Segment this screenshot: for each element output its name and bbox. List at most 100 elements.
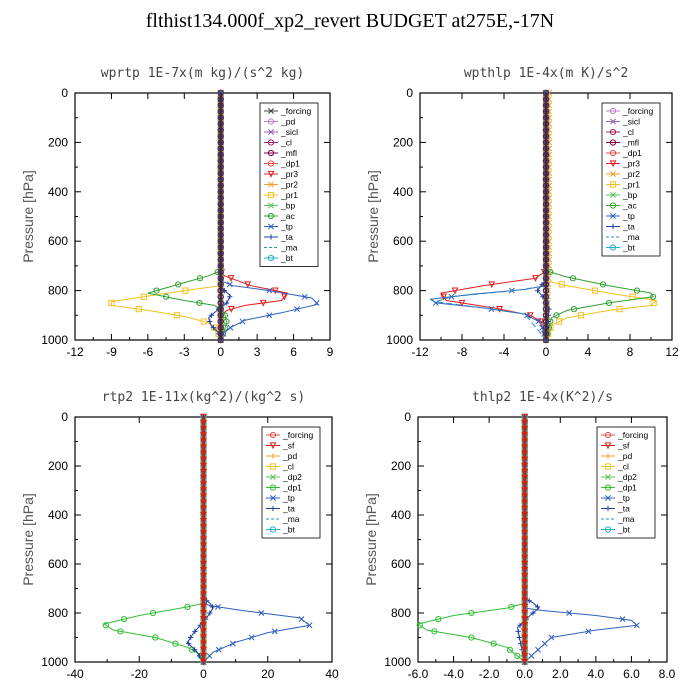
zero-profile-marker bbox=[521, 634, 529, 642]
data-point bbox=[458, 299, 466, 307]
legend-label: _pr1 bbox=[622, 180, 640, 190]
zero-profile-marker bbox=[542, 275, 550, 282]
y-tick-label: 200 bbox=[391, 459, 411, 473]
data-point bbox=[188, 634, 194, 641]
x-tick-label: 0 bbox=[217, 345, 224, 359]
zero-profile-marker bbox=[217, 108, 224, 115]
zero-profile-marker bbox=[542, 231, 550, 239]
y-tick-label: 0 bbox=[61, 410, 68, 424]
zero-profile-marker bbox=[542, 207, 550, 214]
data-point bbox=[633, 622, 640, 629]
zero-profile-marker bbox=[542, 281, 550, 288]
legend-marker bbox=[270, 453, 276, 459]
legend-label: _ac bbox=[280, 211, 295, 221]
legend-marker bbox=[604, 484, 612, 491]
zero-profile-marker bbox=[217, 268, 224, 276]
data-point bbox=[152, 634, 159, 641]
x-tick-label: 0 bbox=[543, 345, 550, 359]
series-pr1 bbox=[108, 89, 224, 344]
legend-label: _sicl bbox=[622, 117, 640, 127]
y-tick-label: 0 bbox=[61, 86, 68, 100]
zero-profile-marker bbox=[200, 462, 207, 470]
zero-profile-marker bbox=[542, 213, 550, 220]
data-point bbox=[528, 652, 535, 659]
zero-profile-marker bbox=[542, 287, 550, 294]
zero-profile-marker bbox=[542, 293, 550, 300]
y-axis-label: Pressure [hPa] bbox=[20, 493, 36, 586]
zero-profile-marker bbox=[521, 579, 529, 587]
legend-label: _dp1 bbox=[617, 483, 637, 493]
legend-label: _dp1 bbox=[280, 159, 300, 169]
data-point bbox=[281, 293, 288, 301]
y-tick-label: 600 bbox=[48, 234, 68, 248]
legend-marker bbox=[268, 108, 274, 114]
legend-label: _bp bbox=[280, 201, 295, 211]
legend-label: _cl bbox=[282, 462, 294, 472]
x-tick-label: 0.0 bbox=[516, 667, 533, 681]
zero-profile-marker bbox=[542, 89, 550, 97]
data-point bbox=[294, 306, 300, 313]
data-point bbox=[591, 287, 599, 294]
zero-profile-marker bbox=[200, 469, 207, 476]
legend-label: _ta bbox=[622, 222, 635, 232]
legend-marker bbox=[267, 170, 275, 178]
legend-label: _tp bbox=[622, 211, 635, 221]
data-point bbox=[535, 604, 541, 610]
zero-profile-marker bbox=[200, 634, 207, 642]
series-dp1 bbox=[416, 413, 528, 666]
data-point bbox=[508, 603, 515, 610]
x-tick-label: 40 bbox=[325, 667, 339, 681]
zero-profile-marker bbox=[521, 585, 529, 593]
zero-profile-marker bbox=[542, 108, 550, 115]
data-point bbox=[530, 610, 536, 616]
legend-marker bbox=[604, 431, 612, 439]
zero-profile-marker bbox=[217, 306, 224, 313]
series-line bbox=[110, 93, 222, 341]
zero-profile-marker bbox=[200, 560, 207, 568]
zero-profile-marker bbox=[217, 336, 224, 344]
zero-profile-marker bbox=[542, 225, 550, 232]
zero-profile-marker bbox=[217, 281, 224, 288]
zero-profile-marker bbox=[542, 188, 550, 195]
zero-profile-marker bbox=[217, 231, 224, 239]
zero-profile-marker bbox=[200, 420, 207, 427]
data-point bbox=[239, 318, 246, 325]
data-point bbox=[135, 306, 142, 313]
legend-marker bbox=[610, 192, 616, 198]
y-tick-label: 200 bbox=[393, 135, 413, 149]
legend-label: _forcing bbox=[280, 106, 312, 116]
data-point bbox=[192, 647, 198, 653]
legend-marker bbox=[604, 463, 612, 470]
zero-profile-marker bbox=[200, 579, 207, 587]
x-tick-label: -6 bbox=[143, 345, 154, 359]
zero-profile-marker bbox=[217, 151, 224, 158]
legend-marker bbox=[267, 118, 275, 125]
legend-label: _tp bbox=[282, 493, 295, 503]
zero-profile-marker bbox=[200, 597, 207, 605]
zero-profile-marker bbox=[521, 426, 529, 433]
x-tick-label: 6.0 bbox=[623, 667, 640, 681]
legend-label: _sf bbox=[282, 441, 295, 451]
zero-profile-marker bbox=[200, 573, 207, 580]
zero-profile-marker bbox=[521, 548, 529, 556]
data-point bbox=[548, 634, 555, 641]
legend-marker bbox=[268, 181, 274, 188]
legend-label: _ma bbox=[280, 243, 298, 253]
zero-profile-marker bbox=[542, 139, 550, 146]
data-point bbox=[569, 275, 577, 282]
x-tick-label: -40 bbox=[66, 667, 84, 681]
zero-profile-marker bbox=[200, 524, 207, 531]
zero-profile-marker bbox=[217, 299, 224, 307]
zero-profile-marker bbox=[217, 89, 224, 97]
data-point bbox=[599, 281, 607, 288]
legend-marker bbox=[269, 484, 277, 491]
data-point bbox=[207, 318, 213, 325]
y-tick-label: 1000 bbox=[386, 333, 413, 347]
legend-label: _pd bbox=[280, 117, 295, 127]
data-point bbox=[266, 312, 273, 319]
data-point bbox=[108, 299, 115, 307]
data-point bbox=[440, 293, 448, 301]
data-point bbox=[556, 318, 563, 325]
x-tick-label: 8.0 bbox=[659, 667, 676, 681]
